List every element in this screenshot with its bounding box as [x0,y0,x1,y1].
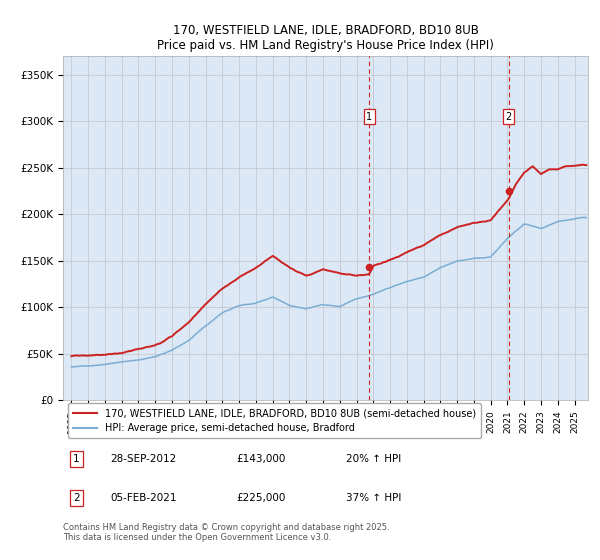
Text: 1: 1 [366,111,372,122]
Point [504,186,514,195]
Text: £143,000: £143,000 [236,454,286,464]
Text: £225,000: £225,000 [236,493,286,503]
Legend: 170, WESTFIELD LANE, IDLE, BRADFORD, BD10 8UB (semi-detached house), HPI: Averag: 170, WESTFIELD LANE, IDLE, BRADFORD, BD1… [68,403,481,438]
Text: 28-SEP-2012: 28-SEP-2012 [110,454,176,464]
Point [364,263,374,272]
Text: 37% ↑ HPI: 37% ↑ HPI [347,493,402,503]
Text: Contains HM Land Registry data © Crown copyright and database right 2025.
This d: Contains HM Land Registry data © Crown c… [63,522,389,542]
Text: 05-FEB-2021: 05-FEB-2021 [110,493,177,503]
Text: 20% ↑ HPI: 20% ↑ HPI [347,454,402,464]
Title: 170, WESTFIELD LANE, IDLE, BRADFORD, BD10 8UB
Price paid vs. HM Land Registry's : 170, WESTFIELD LANE, IDLE, BRADFORD, BD1… [157,24,494,52]
Text: 1: 1 [73,454,79,464]
Text: 2: 2 [506,111,512,122]
Text: 2: 2 [73,493,79,503]
